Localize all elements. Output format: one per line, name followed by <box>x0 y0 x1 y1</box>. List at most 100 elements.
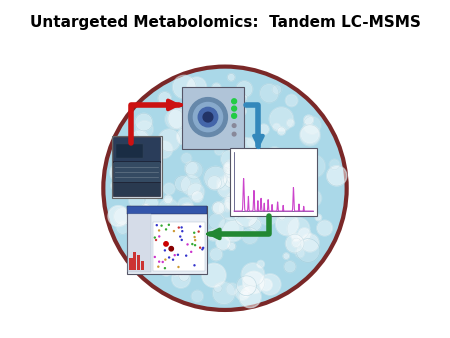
Circle shape <box>172 269 190 288</box>
Circle shape <box>232 106 237 111</box>
Circle shape <box>242 227 258 244</box>
Circle shape <box>327 166 347 186</box>
Circle shape <box>242 291 249 297</box>
Circle shape <box>185 230 201 246</box>
FancyBboxPatch shape <box>113 182 160 196</box>
Circle shape <box>131 173 151 193</box>
Circle shape <box>135 113 153 131</box>
Point <box>195 229 202 234</box>
Circle shape <box>243 271 265 293</box>
Point <box>165 222 172 227</box>
Circle shape <box>136 249 158 271</box>
Circle shape <box>235 285 250 300</box>
Circle shape <box>225 190 248 213</box>
Circle shape <box>223 161 236 174</box>
Point <box>174 252 181 258</box>
Circle shape <box>167 210 185 228</box>
Circle shape <box>216 236 230 250</box>
Circle shape <box>180 175 201 195</box>
Point <box>156 234 163 239</box>
Circle shape <box>212 83 221 92</box>
Circle shape <box>116 221 129 234</box>
FancyBboxPatch shape <box>130 258 132 270</box>
Circle shape <box>180 203 195 219</box>
Circle shape <box>287 218 310 240</box>
Circle shape <box>247 150 263 166</box>
Point <box>184 242 191 247</box>
Circle shape <box>216 176 230 190</box>
Circle shape <box>198 107 218 127</box>
Circle shape <box>179 271 189 281</box>
Circle shape <box>301 154 313 167</box>
Circle shape <box>187 77 207 97</box>
Circle shape <box>315 214 322 221</box>
FancyBboxPatch shape <box>134 251 136 270</box>
Circle shape <box>256 169 265 177</box>
Circle shape <box>104 67 346 310</box>
Circle shape <box>223 221 243 242</box>
FancyBboxPatch shape <box>153 222 206 271</box>
Point <box>175 225 182 230</box>
Circle shape <box>239 195 262 218</box>
Circle shape <box>139 254 160 274</box>
FancyBboxPatch shape <box>137 255 140 270</box>
Circle shape <box>136 121 153 138</box>
Circle shape <box>304 190 322 207</box>
Circle shape <box>210 248 223 261</box>
Circle shape <box>270 167 287 185</box>
Circle shape <box>224 159 243 178</box>
Point <box>200 245 207 250</box>
Point <box>191 242 198 248</box>
Circle shape <box>139 164 162 187</box>
Circle shape <box>237 276 256 296</box>
Circle shape <box>146 234 155 243</box>
Circle shape <box>179 249 202 271</box>
Point <box>170 257 177 262</box>
Circle shape <box>265 147 284 166</box>
Circle shape <box>239 286 261 308</box>
Circle shape <box>215 146 224 155</box>
Circle shape <box>185 161 203 179</box>
Point <box>159 259 166 265</box>
Point <box>153 237 160 243</box>
Circle shape <box>228 74 235 81</box>
Circle shape <box>155 141 173 158</box>
Circle shape <box>260 279 272 291</box>
Circle shape <box>284 261 296 272</box>
Circle shape <box>269 158 292 181</box>
Circle shape <box>159 261 174 276</box>
Circle shape <box>222 202 233 212</box>
Circle shape <box>204 166 227 190</box>
Circle shape <box>285 234 304 253</box>
Circle shape <box>163 183 175 195</box>
Point <box>158 223 165 228</box>
Circle shape <box>203 112 213 122</box>
Point <box>178 225 185 230</box>
Circle shape <box>298 228 311 241</box>
Point <box>156 228 163 233</box>
Circle shape <box>113 151 122 160</box>
Circle shape <box>163 260 172 269</box>
Circle shape <box>249 218 261 231</box>
Circle shape <box>253 174 274 194</box>
Circle shape <box>292 238 301 247</box>
Circle shape <box>238 107 246 116</box>
Circle shape <box>278 127 285 135</box>
Circle shape <box>260 274 281 295</box>
Circle shape <box>187 183 205 200</box>
Circle shape <box>164 195 172 203</box>
FancyBboxPatch shape <box>127 206 207 274</box>
Circle shape <box>194 102 223 132</box>
Circle shape <box>212 282 235 305</box>
Point <box>161 265 168 271</box>
Circle shape <box>276 213 299 236</box>
Circle shape <box>114 208 131 225</box>
Circle shape <box>227 131 245 149</box>
Point <box>197 224 204 229</box>
Circle shape <box>204 93 212 101</box>
Circle shape <box>159 198 179 218</box>
Circle shape <box>192 91 210 109</box>
Circle shape <box>129 192 144 208</box>
Circle shape <box>110 163 130 183</box>
Point <box>162 241 170 247</box>
